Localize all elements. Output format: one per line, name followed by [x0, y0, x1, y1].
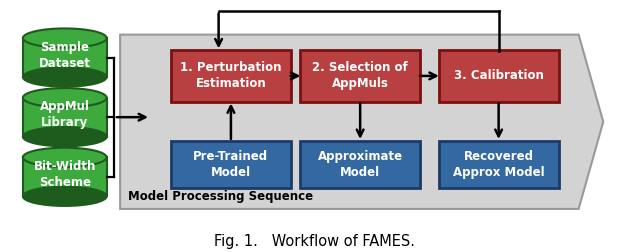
Text: Recovered
Approx Model: Recovered Approx Model — [453, 150, 544, 179]
FancyBboxPatch shape — [23, 38, 107, 77]
Text: Sample
Dataset: Sample Dataset — [39, 41, 91, 70]
Ellipse shape — [23, 187, 107, 206]
FancyBboxPatch shape — [438, 50, 559, 102]
Ellipse shape — [23, 68, 107, 87]
Text: Pre-Trained
Model: Pre-Trained Model — [193, 150, 269, 179]
Polygon shape — [120, 35, 604, 209]
Text: AppMul
Library: AppMul Library — [40, 100, 90, 129]
Text: Bit-Width
Scheme: Bit-Width Scheme — [33, 160, 96, 189]
Ellipse shape — [23, 127, 107, 146]
FancyBboxPatch shape — [300, 50, 420, 102]
Text: 2. Selection of
AppMuls: 2. Selection of AppMuls — [312, 61, 408, 90]
Text: Fig. 1.   Workflow of FAMES.: Fig. 1. Workflow of FAMES. — [214, 234, 414, 249]
FancyBboxPatch shape — [171, 50, 291, 102]
Text: Model Processing Sequence: Model Processing Sequence — [127, 190, 313, 203]
FancyBboxPatch shape — [23, 157, 107, 196]
Text: Approximate
Model: Approximate Model — [318, 150, 403, 179]
Text: 1. Perturbation
Estimation: 1. Perturbation Estimation — [180, 61, 282, 90]
FancyBboxPatch shape — [438, 141, 559, 188]
FancyBboxPatch shape — [300, 141, 420, 188]
Ellipse shape — [23, 88, 107, 107]
Ellipse shape — [23, 28, 107, 48]
FancyBboxPatch shape — [23, 98, 107, 137]
FancyBboxPatch shape — [171, 141, 291, 188]
Ellipse shape — [23, 148, 107, 167]
Text: 3. Calibration: 3. Calibration — [453, 69, 544, 82]
